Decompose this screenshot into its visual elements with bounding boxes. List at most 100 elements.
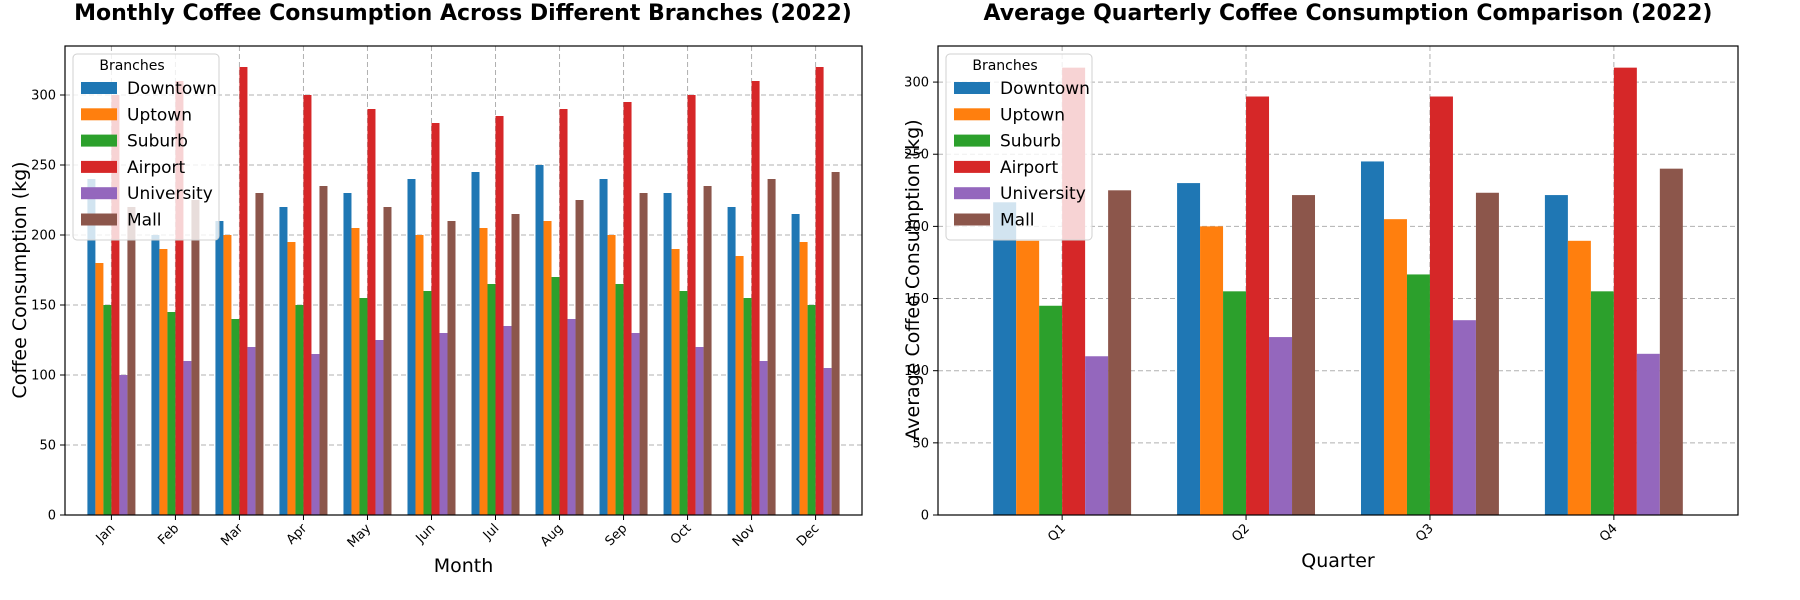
y-tick-label: 0 (48, 509, 56, 524)
bar-uptown-mar (223, 235, 232, 515)
legend-swatch-mall (954, 213, 990, 226)
bar-suburb-sep (615, 284, 624, 515)
bar-uptown-apr (287, 242, 296, 515)
legend: Branches Downtown Uptown Suburb Airport Unive… (945, 53, 1093, 241)
bar-series-group (993, 67, 1683, 516)
bar-suburb-q4 (1590, 291, 1614, 515)
bar-uptown-q2 (1200, 226, 1224, 515)
x-tick-label: Q1 (1045, 521, 1069, 545)
bar-airport-jun (431, 123, 440, 515)
bar-airport-sep (623, 102, 632, 515)
bar-mall-mar (255, 193, 264, 515)
y-tick-label: 250 (904, 148, 929, 163)
y-tick-label: 150 (31, 299, 56, 314)
y-tick-label: 50 (39, 439, 56, 454)
bar-suburb-may (359, 298, 368, 515)
bar-suburb-mar (231, 319, 240, 515)
bar-university-apr (311, 354, 320, 515)
bar-airport-jan (111, 95, 120, 515)
bar-uptown-dec (799, 242, 808, 515)
bar-downtown-jan (87, 179, 96, 515)
x-axis-label: Quarter (1301, 550, 1375, 572)
bar-mall-oct (703, 186, 712, 515)
x-tick-label: Jul (480, 521, 502, 543)
y-tick-label: 100 (31, 369, 56, 384)
legend-swatch-uptown (954, 108, 990, 121)
bar-mall-feb (191, 200, 200, 515)
bar-airport-q4 (1613, 67, 1637, 516)
x-tick-label: Jun (413, 521, 439, 547)
bar-airport-feb (175, 81, 184, 515)
bar-downtown-q1 (993, 202, 1017, 516)
legend-label-downtown: Downtown (127, 79, 217, 99)
legend-swatch-suburb (954, 134, 990, 147)
legend-swatch-suburb (81, 134, 117, 147)
bar-airport-apr (303, 95, 312, 515)
bar-downtown-q4 (1544, 195, 1568, 516)
legend-label-mall: Mall (127, 211, 162, 231)
bar-suburb-jul (487, 284, 496, 515)
legend-label-university: University (1000, 184, 1086, 204)
bar-mall-sep (639, 193, 648, 515)
y-tick-label: 100 (904, 364, 929, 379)
legend-swatch-university (954, 187, 990, 200)
bar-uptown-q3 (1383, 219, 1407, 515)
bar-mall-dec (831, 172, 840, 515)
bar-uptown-jun (415, 235, 424, 515)
bar-suburb-dec (807, 305, 816, 515)
bar-mall-q1 (1108, 190, 1132, 516)
bar-suburb-aug (551, 277, 560, 515)
bar-downtown-q3 (1360, 161, 1384, 515)
chart-title: Average Quarterly Coffee Consumption Com… (984, 1, 1713, 26)
bar-mall-nov (767, 179, 776, 515)
bar-university-jul (503, 326, 512, 515)
bar-mall-may (383, 207, 392, 515)
bar-university-nov (759, 361, 768, 515)
x-tick-label: Aug (538, 521, 567, 550)
bar-downtown-oct (663, 193, 672, 515)
y-tick-label: 300 (31, 89, 56, 104)
bar-suburb-feb (167, 312, 176, 515)
bar-uptown-jul (479, 228, 488, 515)
x-tick-label: Q4 (1597, 521, 1621, 545)
y-axis-label: Average Coffee Consumption (kg) (902, 119, 924, 440)
bar-university-q3 (1452, 320, 1476, 515)
y-tick-label: 250 (31, 159, 56, 174)
y-tick-label: 50 (912, 436, 929, 451)
bar-airport-may (367, 109, 376, 515)
y-tick-label: 150 (904, 292, 929, 307)
legend-label-airport: Airport (1000, 158, 1059, 178)
bar-university-q1 (1085, 356, 1109, 515)
plot-frame (64, 45, 863, 516)
y-tick-label: 200 (904, 220, 929, 235)
legend-label-suburb: Suburb (1000, 132, 1061, 152)
bar-suburb-q1 (1039, 305, 1063, 515)
bar-uptown-q1 (1016, 240, 1040, 516)
bar-mall-apr (319, 186, 328, 515)
bar-suburb-jan (103, 305, 112, 515)
bar-university-feb (183, 361, 192, 515)
bar-university-dec (823, 368, 832, 515)
bar-uptown-jan (95, 263, 104, 515)
x-tick-label: Nov (730, 521, 759, 550)
x-axis-label: Month (434, 555, 494, 577)
legend-label-uptown: Uptown (1000, 105, 1065, 125)
bar-mall-q3 (1475, 192, 1499, 515)
bar-airport-mar (239, 67, 248, 515)
legend-label-airport: Airport (127, 158, 186, 178)
legend-label-university: University (127, 184, 213, 204)
bar-university-mar (247, 347, 256, 515)
x-tick-label: Jan (93, 521, 118, 546)
bar-suburb-nov (743, 298, 752, 515)
monthly-consumption-chart: 0 50 100 150 200 250 300 Jan Feb Mar Apr May Jun Jul A… (9, 1, 863, 577)
bar-mall-q2 (1292, 195, 1316, 516)
bar-downtown-feb (151, 235, 160, 515)
bar-suburb-q3 (1406, 274, 1430, 515)
bar-airport-dec (815, 67, 824, 515)
bar-airport-q3 (1429, 96, 1453, 515)
bar-university-aug (567, 319, 576, 515)
bar-downtown-aug (535, 165, 544, 515)
bar-mall-jul (511, 214, 520, 515)
bar-airport-nov (751, 81, 760, 515)
